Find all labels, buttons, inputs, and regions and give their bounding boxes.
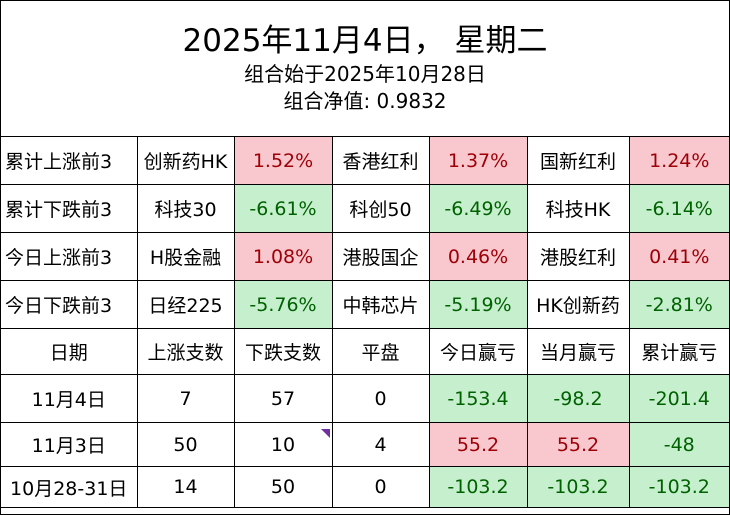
rank-label[interactable]: 累计下跌前3	[1, 184, 138, 233]
daily-down-count[interactable]: 50	[233, 466, 333, 508]
column-header-month-pnl[interactable]: 当月赢亏	[526, 328, 630, 375]
rank-fund-name[interactable]: 中韩芯片	[331, 280, 430, 329]
column-header-today-pnl[interactable]: 今日赢亏	[428, 328, 528, 375]
daily-today-pnl[interactable]: 55.2	[428, 422, 528, 467]
rank-fund-change[interactable]: -5.76%	[233, 280, 333, 329]
rank-row-today-up: 今日上涨前3 H股金融 1.08% 港股国企 0.46% 港股红利 0.41%	[1, 232, 729, 281]
comment-indicator-icon[interactable]	[321, 429, 330, 438]
rank-fund-change[interactable]: 0.46%	[428, 232, 528, 281]
rank-fund-name[interactable]: 港股国企	[331, 232, 430, 281]
daily-date[interactable]: 10月28-31日	[1, 466, 138, 508]
rank-fund-change[interactable]: -6.49%	[428, 184, 528, 233]
rank-fund-change[interactable]: 1.08%	[233, 232, 333, 281]
daily-month-pnl[interactable]: -103.2	[526, 466, 630, 508]
rank-label[interactable]: 今日下跌前3	[1, 280, 138, 329]
daily-up-count[interactable]: 7	[136, 374, 235, 423]
rank-fund-change[interactable]: 1.24%	[628, 137, 729, 185]
daily-header-row: 日期 上涨支数 下跌支数 平盘 今日赢亏 当月赢亏 累计赢亏	[1, 328, 729, 375]
rank-fund-change[interactable]: -6.61%	[233, 184, 333, 233]
rank-fund-change[interactable]: -6.14%	[628, 184, 729, 233]
rank-fund-name[interactable]: 科创50	[331, 184, 430, 233]
daily-flat-count[interactable]: 0	[331, 466, 430, 508]
daily-row: 10月28-31日 14 50 0 -103.2 -103.2 -103.2	[1, 466, 729, 508]
rank-fund-name[interactable]: HK创新药	[526, 280, 630, 329]
daily-total-pnl[interactable]: -201.4	[628, 374, 729, 423]
column-header-flat-count[interactable]: 平盘	[331, 328, 430, 375]
rank-fund-change[interactable]: 1.52%	[233, 137, 333, 185]
column-header-date[interactable]: 日期	[1, 328, 138, 375]
report-title: 2025年11月4日， 星期二	[182, 23, 548, 59]
portfolio-start-date: 组合始于2025年10月28日	[244, 62, 486, 86]
daily-down-count[interactable]: 10	[233, 422, 333, 467]
rank-fund-name[interactable]: 港股红利	[526, 232, 630, 281]
daily-up-count[interactable]: 14	[136, 466, 235, 508]
daily-today-pnl[interactable]: -103.2	[428, 466, 528, 508]
rank-fund-change[interactable]: 0.41%	[628, 232, 729, 281]
daily-up-count[interactable]: 50	[136, 422, 235, 467]
rank-fund-name[interactable]: 国新红利	[526, 137, 630, 185]
daily-month-pnl[interactable]: 55.2	[526, 422, 630, 467]
rank-row-today-down: 今日下跌前3 日经225 -5.76% 中韩芯片 -5.19% HK创新药 -2…	[1, 280, 729, 329]
rank-fund-change[interactable]: -2.81%	[628, 280, 729, 329]
rank-fund-name[interactable]: 香港红利	[331, 137, 430, 185]
rank-label[interactable]: 累计上涨前3	[1, 137, 138, 185]
daily-flat-count[interactable]: 0	[331, 374, 430, 423]
portfolio-nav: 组合净值: 0.9832	[283, 89, 447, 113]
daily-total-pnl[interactable]: -48	[628, 422, 729, 467]
rank-fund-name[interactable]: 科技HK	[526, 184, 630, 233]
daily-month-pnl[interactable]: -98.2	[526, 374, 630, 423]
rank-row-cum-down: 累计下跌前3 科技30 -6.61% 科创50 -6.49% 科技HK -6.1…	[1, 184, 729, 233]
rank-fund-name[interactable]: 创新药HK	[136, 137, 235, 185]
daily-date[interactable]: 11月4日	[1, 374, 138, 423]
column-header-down-count[interactable]: 下跌支数	[233, 328, 333, 375]
rank-fund-name[interactable]: 日经225	[136, 280, 235, 329]
daily-total-pnl[interactable]: -103.2	[628, 466, 729, 508]
rank-fund-name[interactable]: 科技30	[136, 184, 235, 233]
daily-today-pnl[interactable]: -153.4	[428, 374, 528, 423]
daily-row: 11月4日 7 57 0 -153.4 -98.2 -201.4	[1, 374, 729, 423]
rank-row-cum-up: 累计上涨前3 创新药HK 1.52% 香港红利 1.37% 国新红利 1.24%	[1, 137, 729, 185]
report-header: 2025年11月4日， 星期二 组合始于2025年10月28日 组合净值: 0.…	[1, 1, 729, 137]
rank-fund-change[interactable]: -5.19%	[428, 280, 528, 329]
column-header-total-pnl[interactable]: 累计赢亏	[628, 328, 729, 375]
daily-row: 11月3日 50 10 4 55.2 55.2 -48	[1, 422, 729, 467]
daily-date[interactable]: 11月3日	[1, 422, 138, 467]
rank-fund-change[interactable]: 1.37%	[428, 137, 528, 185]
summary-table: 累计上涨前3 创新药HK 1.52% 香港红利 1.37% 国新红利 1.24%…	[1, 137, 729, 508]
rank-fund-name[interactable]: H股金融	[136, 232, 235, 281]
rank-label[interactable]: 今日上涨前3	[1, 232, 138, 281]
column-header-up-count[interactable]: 上涨支数	[136, 328, 235, 375]
daily-down-count[interactable]: 57	[233, 374, 333, 423]
daily-flat-count[interactable]: 4	[331, 422, 430, 467]
